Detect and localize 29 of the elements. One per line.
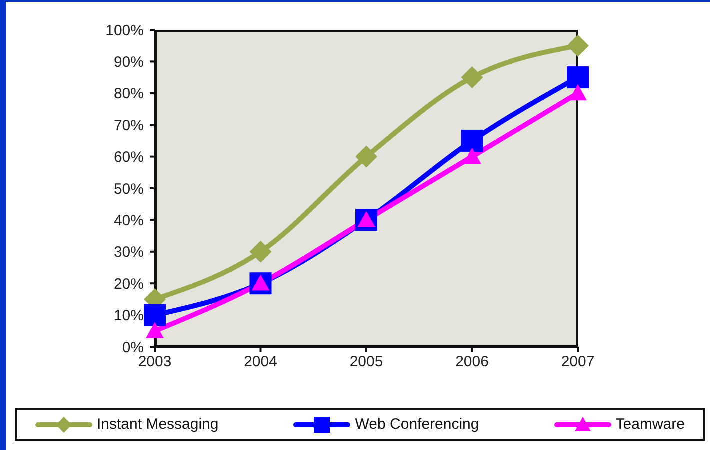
point: [144, 304, 166, 326]
y-tick-label: 10%: [114, 308, 144, 325]
y-tick-label: 30%: [114, 244, 144, 262]
legend-label: Web Conferencing: [355, 416, 480, 433]
y-tick-label: 70%: [114, 117, 144, 134]
x-tick-label: 2006: [456, 354, 489, 371]
x-tick-label: 2004: [244, 354, 278, 371]
x-tick-label: 2007: [561, 354, 595, 371]
point: [356, 146, 378, 168]
legend-label: Instant Messaging: [97, 416, 219, 433]
y-tick-label: 90%: [114, 54, 144, 72]
point: [461, 130, 484, 152]
x-tick-label: 2003: [138, 354, 172, 371]
legend-label: Teamware: [616, 416, 685, 433]
point: [461, 66, 484, 89]
point: [463, 148, 482, 164]
point: [567, 34, 589, 57]
y-tick-label: 40%: [114, 212, 144, 230]
x-tick-label: 2005: [350, 354, 384, 371]
y-tick-label: 80%: [114, 86, 144, 103]
y-tick-label: 50%: [114, 180, 144, 198]
point: [146, 322, 164, 338]
y-tick-label: 0%: [122, 339, 144, 356]
y-tick-label: 20%: [114, 276, 144, 293]
y-tick-label: 100%: [106, 22, 144, 40]
point: [567, 66, 589, 89]
y-tick-label: 60%: [114, 149, 144, 166]
point: [569, 84, 587, 101]
point: [250, 240, 272, 263]
